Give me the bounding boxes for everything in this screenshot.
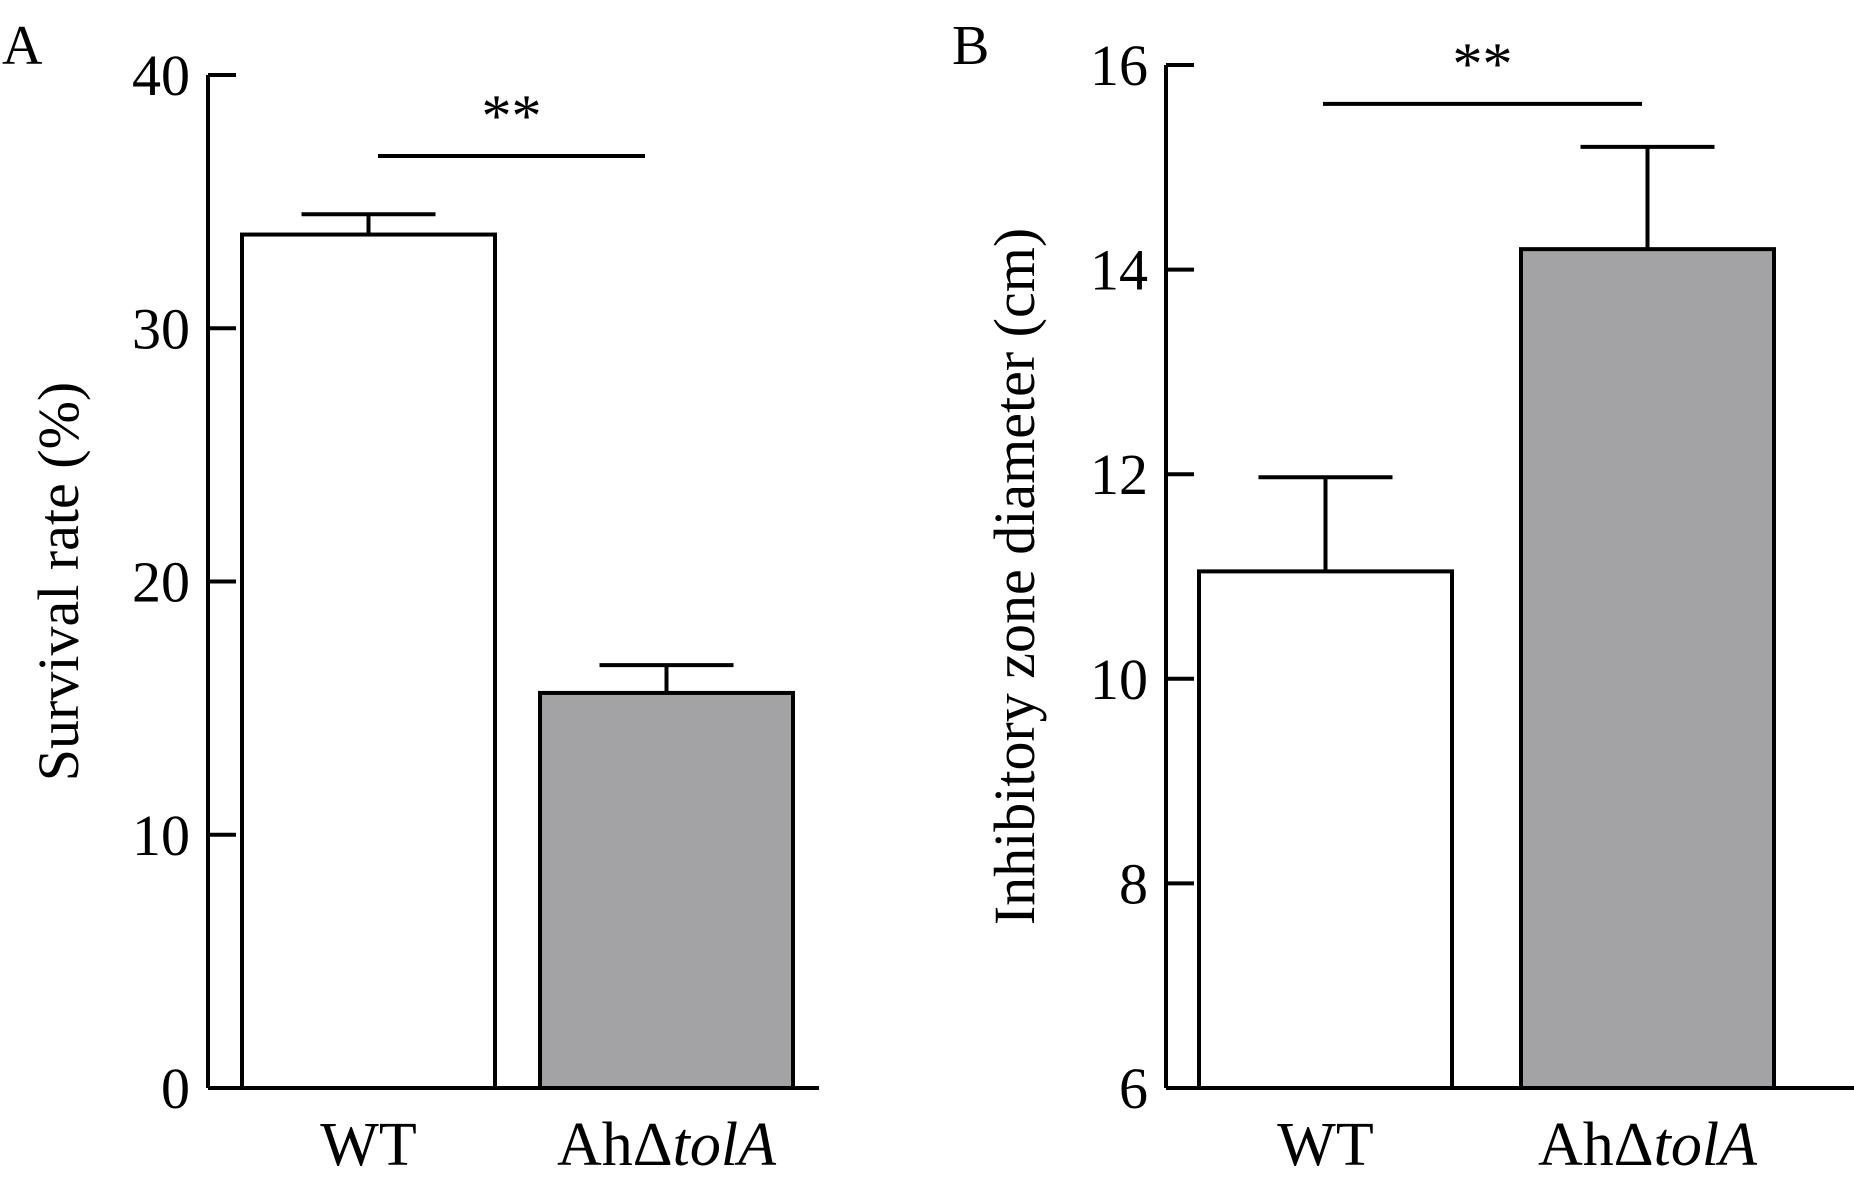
panel-b-error-bars bbox=[1258, 144, 1715, 572]
panel-b-y-axis-title: Inhibitory zone diameter (cm) bbox=[982, 228, 1047, 925]
bar-wt bbox=[1197, 569, 1454, 1090]
panel-b-y-ticks: 6 8 10 12 14 16 bbox=[1090, 33, 1194, 1121]
y-tick-label: 0 bbox=[161, 1056, 190, 1121]
y-tick-label: 14 bbox=[1090, 238, 1148, 303]
significance-label: ** bbox=[1453, 31, 1513, 97]
y-tick-label: 12 bbox=[1090, 442, 1148, 507]
y-tick-label: 20 bbox=[132, 550, 190, 615]
panel-b-significance: ** bbox=[1323, 31, 1642, 106]
y-tick-label: 30 bbox=[132, 296, 190, 361]
panel-b-bars bbox=[1197, 247, 1776, 1090]
bar-wt bbox=[240, 232, 497, 1091]
x-category-label: WT bbox=[1277, 1111, 1373, 1179]
panel-a-bars bbox=[240, 232, 795, 1091]
y-tick-label: 10 bbox=[132, 803, 190, 868]
panel-a-significance: ** bbox=[378, 83, 645, 159]
panel-label-a: A bbox=[2, 15, 43, 77]
bar-ah-tola bbox=[538, 690, 795, 1090]
y-tick-label: 6 bbox=[1119, 1056, 1148, 1121]
panel-a-y-ticks: 0 10 20 30 40 bbox=[132, 43, 236, 1121]
significance-label: ** bbox=[482, 83, 542, 149]
y-tick-label: 8 bbox=[1119, 851, 1148, 916]
y-tick-label: 40 bbox=[132, 43, 190, 108]
x-category-label: AhΔtolA bbox=[1538, 1111, 1758, 1179]
panel-a: A 0 10 20 30 40 WT AhΔtolA ** Survival rate (… bbox=[2, 15, 819, 1179]
panel-b-x-labels: WT AhΔtolA bbox=[1277, 1111, 1758, 1179]
bar-ah-tola bbox=[1519, 247, 1776, 1090]
y-tick-label: 16 bbox=[1090, 33, 1148, 98]
x-category-label: AhΔtolA bbox=[557, 1111, 777, 1179]
panel-label-b: B bbox=[952, 15, 989, 77]
y-tick-label: 10 bbox=[1090, 647, 1148, 712]
x-category-label: WT bbox=[320, 1111, 416, 1179]
panel-a-y-axis-title: Survival rate (%) bbox=[26, 382, 91, 781]
panel-a-x-labels: WT AhΔtolA bbox=[320, 1111, 777, 1179]
panel-b: B 6 8 10 12 14 16 WT AhΔtolA ** Inhibitory zon… bbox=[952, 15, 1854, 1179]
panel-a-error-bars bbox=[301, 212, 734, 693]
